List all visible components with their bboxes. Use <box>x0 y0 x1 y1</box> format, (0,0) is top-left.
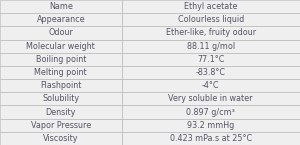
Text: Colourless liquid: Colourless liquid <box>178 15 244 24</box>
Text: Appearance: Appearance <box>36 15 85 24</box>
Text: Solubility: Solubility <box>42 94 79 103</box>
Bar <box>0 53 122 66</box>
Bar <box>0 0 122 13</box>
Bar <box>122 26 300 40</box>
Text: Density: Density <box>46 108 76 117</box>
Text: Ethyl acetate: Ethyl acetate <box>184 2 237 11</box>
Text: 77.1°C: 77.1°C <box>197 55 224 64</box>
Text: -4°C: -4°C <box>202 81 220 90</box>
Text: -83.8°C: -83.8°C <box>196 68 226 77</box>
Text: Name: Name <box>49 2 73 11</box>
Text: Viscosity: Viscosity <box>43 134 79 143</box>
Text: Very soluble in water: Very soluble in water <box>169 94 253 103</box>
Text: Odour: Odour <box>48 28 73 37</box>
Bar <box>122 79 300 92</box>
Text: 93.2 mmHg: 93.2 mmHg <box>187 121 234 130</box>
Bar <box>0 66 122 79</box>
Bar <box>122 53 300 66</box>
Text: 0.423 mPa.s at 25°C: 0.423 mPa.s at 25°C <box>170 134 252 143</box>
Bar <box>122 132 300 145</box>
Bar <box>122 119 300 132</box>
Bar <box>0 13 122 26</box>
Text: Vapor Pressure: Vapor Pressure <box>31 121 91 130</box>
Bar <box>0 119 122 132</box>
Text: Ether-like, fruity odour: Ether-like, fruity odour <box>166 28 256 37</box>
Bar <box>0 132 122 145</box>
Bar <box>122 13 300 26</box>
Bar <box>0 40 122 53</box>
Bar <box>122 40 300 53</box>
Text: Molecular weight: Molecular weight <box>26 42 95 51</box>
Bar <box>0 26 122 40</box>
Bar <box>0 105 122 119</box>
Text: Melting point: Melting point <box>34 68 87 77</box>
Bar <box>122 92 300 105</box>
Text: Flashpoint: Flashpoint <box>40 81 81 90</box>
Text: 0.897 g/cm³: 0.897 g/cm³ <box>186 108 235 117</box>
Bar <box>0 92 122 105</box>
Bar <box>122 0 300 13</box>
Text: Boiling point: Boiling point <box>36 55 86 64</box>
Bar <box>0 79 122 92</box>
Bar <box>122 66 300 79</box>
Text: 88.11 g/mol: 88.11 g/mol <box>187 42 235 51</box>
Bar <box>122 105 300 119</box>
